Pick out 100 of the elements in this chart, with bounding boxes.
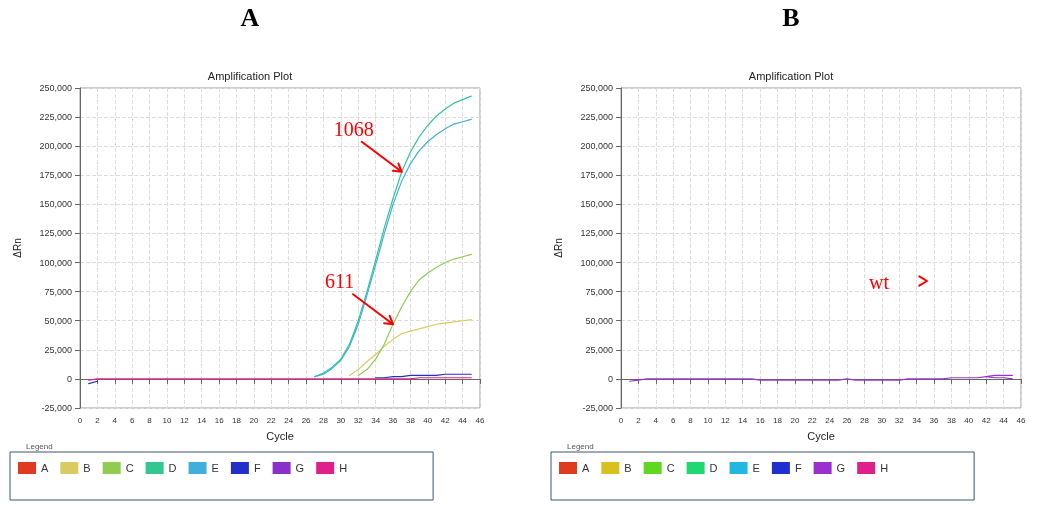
y-tick-label: 100,000 [39,257,72,268]
legend-label: G [295,462,305,474]
x-tick-label: 28 [319,415,329,425]
x-tick-label: 0 [618,415,624,425]
x-tick-label: 26 [301,415,312,425]
y-tick-label: -25,000 [582,403,613,413]
y-tick-label: 125,000 [580,228,613,239]
y-tick-label: 200,000 [39,141,72,152]
legend-label: E [211,462,219,474]
y-tick-label: 175,000 [580,170,613,181]
y-tick-label: 250,000 [580,83,613,93]
y-tick-label: 0 [607,373,613,384]
x-axis-title: Cycle [266,429,294,442]
x-tick-label: 22 [807,415,818,425]
legend-label: E [752,462,760,474]
y-tick-label: 50,000 [44,315,72,326]
x-tick-label: 12 [179,415,190,425]
x-tick-label: 8 [688,415,694,425]
x-tick-label: 22 [266,415,277,425]
x-tick-label: 34 [371,415,381,425]
x-tick-label: 12 [720,415,731,425]
x-tick-label: 18 [232,415,242,425]
y-tick-label: 75,000 [585,286,613,297]
y-tick-label: 75,000 [44,286,72,297]
legend-label: B [624,462,632,474]
x-tick-label: 4 [112,415,118,425]
y-tick-label: 0 [66,373,72,384]
y-tick-label: 25,000 [585,344,613,355]
legend-label: C [666,462,675,474]
y-tick-label: 150,000 [580,199,613,210]
x-tick-label: 40 [964,415,974,425]
y-axis-title: ΔRn [552,238,564,258]
y-tick-label: 50,000 [585,315,613,326]
x-tick-label: 40 [423,415,433,425]
x-tick-label: 10 [703,415,713,425]
y-tick-label: 125,000 [39,228,72,239]
x-tick-label: 44 [999,415,1009,425]
x-tick-label: 32 [894,415,905,425]
annotation: 1068 [333,117,374,141]
x-tick-label: 38 [405,415,416,425]
legend-label: A [41,462,49,474]
y-tick-label: 200,000 [580,141,613,152]
x-tick-label: 42 [440,415,451,425]
chart-title: A [240,2,260,32]
y-tick-label: 225,000 [580,112,613,123]
legend-label: F [253,462,261,474]
x-axis-title: Cycle [807,429,835,442]
legend-label: H [880,462,889,474]
x-tick-label: 42 [981,415,992,425]
x-tick-label: 14 [738,415,748,425]
annotation: wt [869,271,889,294]
x-tick-label: 8 [147,415,153,425]
x-tick-label: 20 [249,415,259,425]
legend-label: C [125,462,134,474]
chart-subtitle: Amplification Plot [207,69,293,82]
x-tick-label: 26 [842,415,853,425]
x-tick-label: 2 [636,415,642,425]
legend-title: Legend [567,441,594,451]
x-tick-label: 24 [825,415,835,425]
legend-title: Legend [26,441,53,451]
y-tick-label: 175,000 [39,170,72,181]
x-tick-label: 4 [653,415,659,425]
y-tick-label: 150,000 [39,199,72,210]
x-tick-label: 38 [946,415,957,425]
x-tick-label: 6 [129,415,135,425]
chart-subtitle: Amplification Plot [748,69,834,82]
x-tick-label: 30 [877,415,887,425]
y-axis-title: ΔRn [11,238,23,258]
legend-label: A [582,462,590,474]
annotation: 611 [325,270,355,294]
x-tick-label: 16 [755,415,766,425]
x-tick-label: 16 [214,415,225,425]
x-tick-label: 30 [336,415,346,425]
y-tick-label: -25,000 [41,403,72,413]
x-tick-label: 32 [353,415,364,425]
legend-label: H [339,462,348,474]
x-tick-label: 0 [77,415,83,425]
y-tick-label: 250,000 [39,83,72,93]
x-tick-label: 10 [162,415,172,425]
x-tick-label: 44 [458,415,468,425]
legend-label: D [709,462,718,474]
y-tick-label: 225,000 [39,112,72,123]
x-tick-label: 46 [475,415,485,425]
x-tick-label: 28 [860,415,870,425]
legend-label: G [836,462,846,474]
x-tick-label: 36 [929,415,940,425]
legend-label: B [83,462,91,474]
x-tick-label: 34 [912,415,922,425]
y-tick-label: 100,000 [580,257,613,268]
x-tick-label: 18 [773,415,783,425]
x-tick-label: 6 [670,415,676,425]
x-tick-label: 36 [388,415,399,425]
x-tick-label: 24 [284,415,294,425]
x-tick-label: 20 [790,415,800,425]
x-tick-label: 46 [1016,415,1026,425]
x-tick-label: 2 [95,415,101,425]
chart-title: B [782,2,800,32]
legend-label: D [168,462,177,474]
y-tick-label: 25,000 [44,344,72,355]
x-tick-label: 14 [197,415,207,425]
